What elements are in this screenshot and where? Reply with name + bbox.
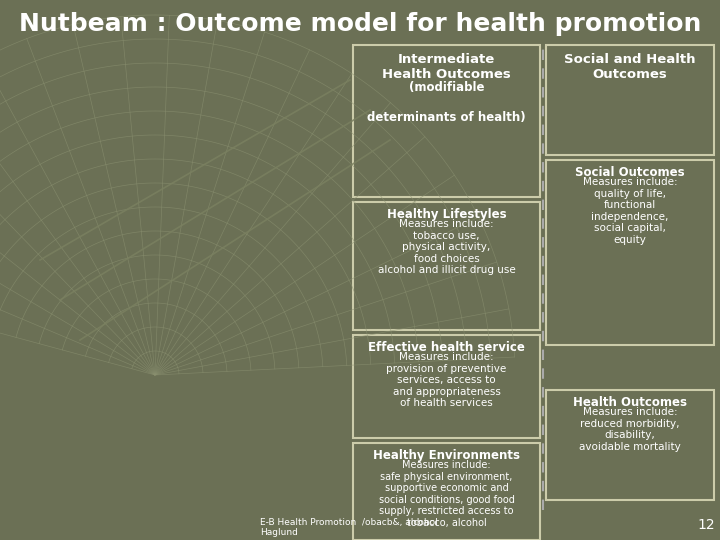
Text: Healthy Lifestyles: Healthy Lifestyles (387, 208, 506, 221)
Text: Social and Health
Outcomes: Social and Health Outcomes (564, 53, 696, 81)
Text: Measures include:
provision of preventive
services, access to
and appropriatenes: Measures include: provision of preventiv… (387, 352, 507, 408)
Text: E-B Health Promotion  /obacb&, alcohol
Haglund: E-B Health Promotion /obacb&, alcohol Ha… (260, 518, 438, 537)
Text: Nutbeam : Outcome model for health promotion: Nutbeam : Outcome model for health promo… (19, 12, 701, 36)
Text: Social Outcomes: Social Outcomes (575, 166, 685, 179)
Text: Measures include:
safe physical environment,
supportive economic and
social cond: Measures include: safe physical environm… (379, 460, 514, 528)
Text: Intermediate
Health Outcomes: Intermediate Health Outcomes (382, 53, 511, 81)
Text: (modifiable

determinants of health): (modifiable determinants of health) (367, 81, 526, 124)
Text: 12: 12 (698, 518, 715, 532)
Text: Effective health service: Effective health service (368, 341, 525, 354)
Text: Measures include:
quality of life,
functional
independence,
social capital,
equi: Measures include: quality of life, funct… (582, 177, 678, 245)
Text: Health Outcomes: Health Outcomes (573, 396, 687, 409)
Text: Measures include:
reduced morbidity,
disability,
avoidable mortality: Measures include: reduced morbidity, dis… (579, 407, 681, 452)
Text: Healthy Environments: Healthy Environments (373, 449, 520, 462)
Text: Measures include:
tobacco use,
physical activity,
food choices
alcohol and illic: Measures include: tobacco use, physical … (377, 219, 516, 275)
